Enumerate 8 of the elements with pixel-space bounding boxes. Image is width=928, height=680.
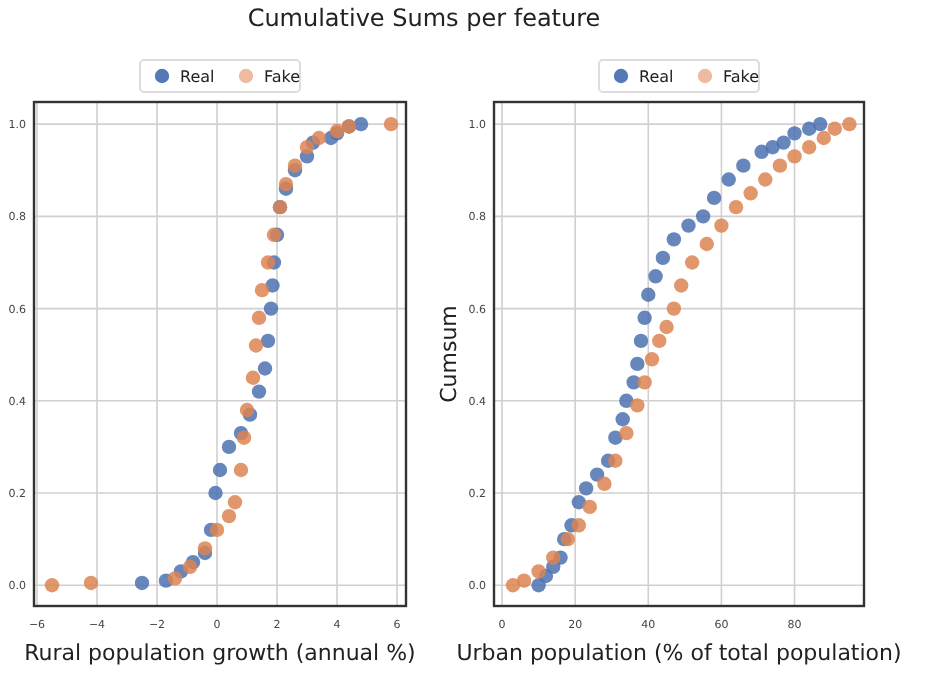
x-axis-title: Urban population (% of total population)	[456, 640, 902, 666]
legend-label: Fake	[264, 68, 301, 86]
legend-label: Fake	[723, 68, 760, 86]
y-axis-title: Cumsum	[436, 305, 462, 403]
chart-title: Cumulative Sums per feature	[247, 4, 601, 32]
x-axis-title: Rural population growth (annual %)	[24, 640, 416, 666]
legend-label: Real	[639, 68, 674, 86]
legend-label: Real	[180, 68, 215, 86]
